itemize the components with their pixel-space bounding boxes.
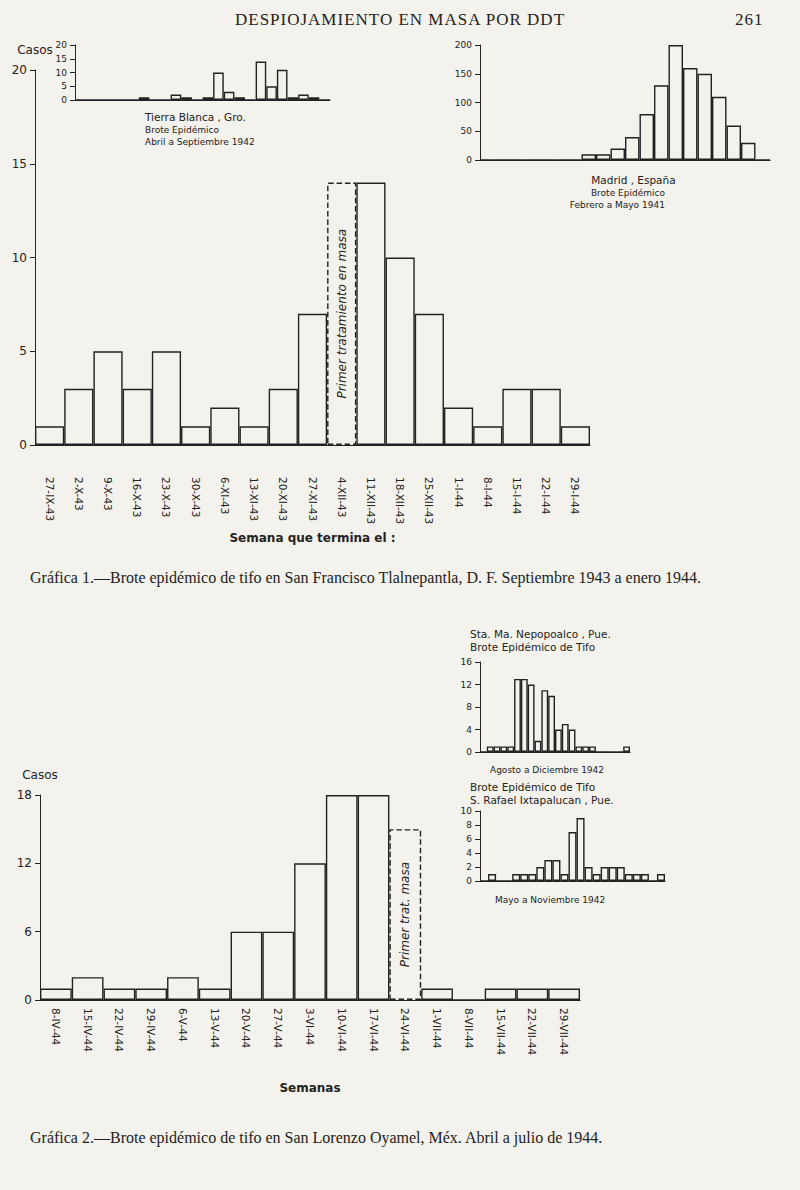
html-text:Gráfica 1.—Brote epidémico de: Gráfica 1.—Brote epidémico de tifo en Sa… — [30, 569, 702, 586]
svg-text:15-IV-44: 15-IV-44 — [82, 1008, 94, 1052]
svg-text:23-X-43: 23-X-43 — [160, 477, 172, 517]
svg-text:5: 5 — [61, 81, 67, 91]
svg-text:29-VII-44: 29-VII-44 — [558, 1008, 570, 1055]
svg-text:4: 4 — [466, 725, 472, 735]
svg-text:8-VII-44: 8-VII-44 — [463, 1008, 475, 1049]
svg-text:Abril a Septiembre 1942: Abril a Septiembre 1942 — [145, 137, 255, 147]
svg-text:200: 200 — [455, 40, 472, 50]
svg-text:Semanas: Semanas — [279, 1081, 340, 1095]
svg-text:16: 16 — [461, 657, 473, 667]
svg-text:0: 0 — [466, 155, 472, 165]
svg-text:29-I-44: 29-I-44 — [569, 477, 581, 515]
svg-text:5: 5 — [19, 344, 27, 358]
svg-text:0: 0 — [24, 993, 32, 1007]
svg-text:29-IV-44: 29-IV-44 — [145, 1008, 157, 1052]
svg-text:18: 18 — [17, 788, 32, 802]
svg-text:100: 100 — [455, 98, 472, 108]
svg-text:17-VI-44: 17-VI-44 — [368, 1008, 380, 1052]
svg-text:27-V-44: 27-V-44 — [272, 1008, 284, 1049]
svg-text:11-XII-43: 11-XII-43 — [365, 477, 377, 524]
svg-text:6-V-44: 6-V-44 — [177, 1008, 189, 1042]
svg-text:S. Rafael Ixtapalucan , Pue.: S. Rafael Ixtapalucan , Pue. — [470, 794, 614, 806]
svg-text:15-I-44: 15-I-44 — [511, 477, 523, 515]
svg-text:10-VI-44: 10-VI-44 — [336, 1008, 348, 1052]
svg-text:15-VII-44: 15-VII-44 — [495, 1008, 507, 1055]
svg-text:1-VII-44: 1-VII-44 — [431, 1008, 443, 1049]
svg-text:Semana que termina el :: Semana que termina el : — [229, 531, 395, 545]
svg-text:0: 0 — [61, 95, 67, 105]
svg-text:15: 15 — [56, 54, 67, 64]
svg-text:18-XII-43: 18-XII-43 — [394, 477, 406, 524]
svg-text:27-IX-43: 27-IX-43 — [44, 477, 56, 521]
svg-text:Tierra Blanca , Gro.: Tierra Blanca , Gro. — [144, 111, 246, 123]
svg-text:8: 8 — [466, 702, 472, 712]
svg-text:0: 0 — [466, 876, 472, 886]
svg-text:0: 0 — [466, 747, 472, 757]
svg-text:6: 6 — [24, 925, 32, 939]
svg-text:Casos: Casos — [22, 768, 58, 782]
html-text:261: 261 — [735, 10, 764, 29]
svg-text:Madrid , España: Madrid , España — [591, 174, 675, 186]
html-text:DESPIOJAMIENTO EN MASA POR DDT: DESPIOJAMIENTO EN MASA POR DDT — [235, 10, 565, 29]
svg-text:Casos: Casos — [17, 43, 53, 57]
svg-text:Brote Epidémico: Brote Epidémico — [145, 125, 219, 135]
svg-text:13-V-44: 13-V-44 — [209, 1008, 221, 1049]
svg-text:20-XI-43: 20-XI-43 — [277, 477, 289, 521]
svg-text:16-X-43: 16-X-43 — [131, 477, 143, 517]
svg-text:Brote Epidémico de Tifo: Brote Epidémico de Tifo — [470, 781, 595, 793]
svg-text:1-I-44: 1-I-44 — [453, 477, 465, 508]
svg-text:9-X-43: 9-X-43 — [102, 477, 114, 511]
svg-text:Brote Epidémico de Tifo: Brote Epidémico de Tifo — [470, 641, 595, 653]
svg-text:4: 4 — [466, 848, 472, 858]
svg-text:8-IV-44: 8-IV-44 — [50, 1008, 62, 1046]
svg-text:6: 6 — [466, 834, 472, 844]
svg-text:50: 50 — [461, 126, 473, 136]
svg-text:22-I-44: 22-I-44 — [540, 477, 552, 515]
svg-text:13-XI-43: 13-XI-43 — [248, 477, 260, 521]
svg-text:12: 12 — [461, 680, 472, 690]
svg-text:Sta. Ma. Nepopoalco , Pue.: Sta. Ma. Nepopoalco , Pue. — [470, 628, 611, 640]
svg-text:10: 10 — [461, 806, 473, 816]
svg-text:2-X-43: 2-X-43 — [73, 477, 85, 511]
svg-text:8: 8 — [466, 820, 472, 830]
svg-text:15: 15 — [12, 157, 27, 171]
svg-text:6-XI-43: 6-XI-43 — [219, 477, 231, 514]
svg-text:3-VI-44: 3-VI-44 — [304, 1008, 316, 1046]
svg-text:27-XI-43: 27-XI-43 — [307, 477, 319, 521]
html-text:Gráfica 2.—Brote epidémico de: Gráfica 2.—Brote epidémico de tifo en Sa… — [30, 1129, 603, 1146]
svg-text:20-V-44: 20-V-44 — [240, 1008, 252, 1049]
svg-text:25-XII-43: 25-XII-43 — [423, 477, 435, 524]
svg-text:0: 0 — [19, 438, 27, 452]
svg-text:30-X-43: 30-X-43 — [190, 477, 202, 517]
svg-text:20: 20 — [56, 40, 68, 50]
svg-text:10: 10 — [12, 251, 27, 265]
svg-text:Primer trat. masa: Primer trat. masa — [398, 862, 412, 967]
svg-text:Agosto a Diciembre 1942: Agosto a Diciembre 1942 — [490, 765, 604, 775]
svg-text:Primer tratamiento en masa: Primer tratamiento en masa — [335, 229, 349, 399]
svg-text:8-I-44: 8-I-44 — [482, 477, 494, 508]
svg-text:10: 10 — [56, 68, 68, 78]
svg-text:2: 2 — [466, 862, 472, 872]
svg-text:12: 12 — [17, 856, 32, 870]
svg-text:22-VII-44: 22-VII-44 — [526, 1008, 538, 1055]
svg-text:Mayo a Noviembre 1942: Mayo a Noviembre 1942 — [495, 895, 605, 905]
svg-text:22-IV-44: 22-IV-44 — [113, 1008, 125, 1052]
svg-text:Febrero a Mayo 1941: Febrero a Mayo 1941 — [570, 200, 665, 210]
svg-text:24-VI-44: 24-VI-44 — [399, 1008, 411, 1052]
svg-text:4-XII-43: 4-XII-43 — [336, 477, 348, 517]
svg-text:20: 20 — [12, 63, 27, 77]
svg-text:150: 150 — [455, 69, 472, 79]
svg-text:Brote Epidémico: Brote Epidémico — [591, 188, 665, 198]
